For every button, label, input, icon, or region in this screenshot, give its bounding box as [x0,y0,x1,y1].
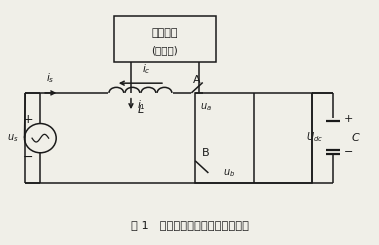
Text: 图 1   单相有源滤波器主电路结构图: 图 1 单相有源滤波器主电路结构图 [130,220,249,230]
Text: $C$: $C$ [351,131,360,143]
Bar [195,93,312,184]
Text: −: − [344,147,353,157]
Text: −: − [23,151,33,164]
Bar [114,16,216,61]
Text: (谐波源): (谐波源) [152,45,179,55]
Text: B: B [202,148,210,158]
Text: $u_a$: $u_a$ [200,102,211,113]
Text: $u_b$: $u_b$ [223,167,235,179]
Text: +: + [23,112,34,125]
Text: $u_s$: $u_s$ [7,132,19,144]
Text: 电力机车: 电力机车 [152,28,178,38]
Text: A: A [193,75,201,85]
Text: $U_{dc}$: $U_{dc}$ [306,130,323,144]
Text: $L$: $L$ [137,103,144,115]
Text: $i_1$: $i_1$ [137,98,146,112]
Text: +: + [344,114,353,124]
Text: $i_s$: $i_s$ [45,72,54,85]
Text: $i_c$: $i_c$ [142,62,150,76]
